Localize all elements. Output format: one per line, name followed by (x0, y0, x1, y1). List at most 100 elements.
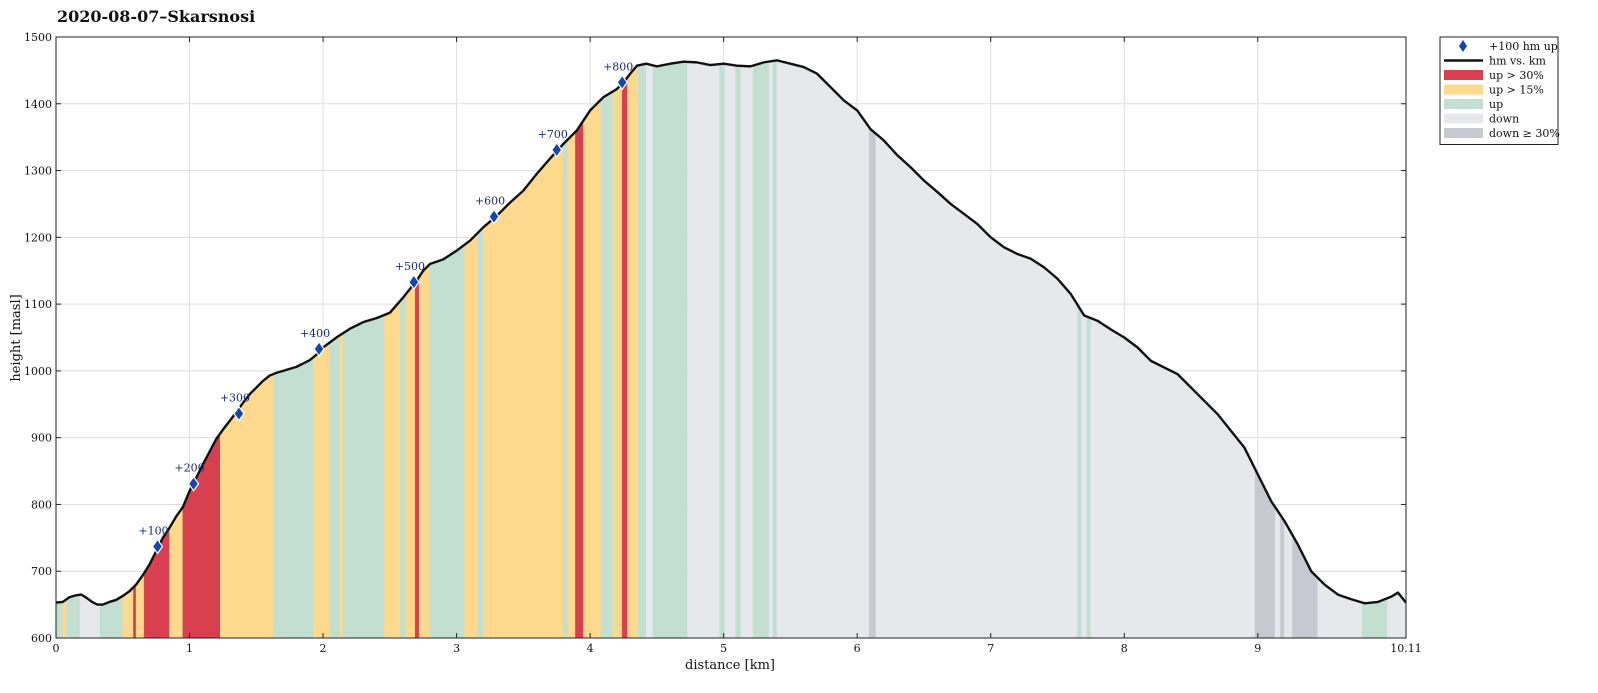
climb-marker (616, 74, 628, 91)
y-tick-label: 600 (31, 632, 52, 645)
climb-marker-label: +700 (538, 128, 568, 141)
segment-down (687, 61, 720, 639)
y-tick-label: 1500 (24, 31, 52, 44)
segment-down (1284, 520, 1293, 639)
x-axis-label: distance [km] (685, 658, 775, 673)
profile-line (55, 59, 1407, 606)
legend-label: up > 30% (1489, 69, 1544, 82)
legend-swatch-down-ge-30 (1444, 128, 1483, 138)
legend-label: down (1489, 113, 1519, 126)
segment-up (329, 334, 341, 639)
segment-up-gt-15 (384, 299, 401, 639)
segment-up (429, 244, 465, 639)
segment-up (477, 226, 484, 639)
x-tick-label: 8 (1121, 642, 1128, 655)
x-tick-label: 6 (854, 642, 861, 655)
legend-label: up > 15% (1489, 84, 1544, 97)
segment-up-gt-15 (418, 263, 431, 639)
segment-up (273, 356, 314, 639)
x-tick-label: 4 (587, 642, 594, 655)
climb-marker-label: +100 (138, 525, 168, 538)
segment-up-gt-15 (405, 281, 416, 639)
y-axis-label: height [masl] (9, 294, 24, 381)
legend-marker-icon (1459, 40, 1467, 52)
segment-up (719, 63, 726, 639)
segment-down-ge-30 (868, 126, 877, 639)
segment-up-gt-30 (575, 119, 584, 639)
climb-marker-label: +600 (475, 195, 505, 208)
legend-label: down ≥ 30% (1489, 127, 1560, 140)
climb-marker-label: +300 (220, 392, 250, 405)
y-tick-label: 1200 (24, 231, 52, 244)
segment-up-gt-15 (62, 598, 67, 639)
x-tick-label: 9 (1254, 642, 1261, 655)
segment-up-gt-30 (414, 275, 420, 639)
legend-swatch-up (1444, 99, 1483, 109)
segment-up-gt-15 (313, 342, 330, 639)
segment-down (768, 60, 774, 639)
segment-up (66, 594, 81, 639)
segment-up (752, 61, 770, 639)
segment-up (1086, 316, 1092, 639)
segment-up (342, 314, 385, 639)
y-tick-label: 700 (31, 565, 52, 578)
x-tick-label: 2 (320, 642, 327, 655)
segment-up-gt-15 (612, 83, 623, 639)
x-tick-label: 5 (720, 642, 727, 655)
segment-up-gt-15 (583, 99, 602, 639)
climb-marker-label: +800 (603, 60, 633, 73)
y-tick-label: 1400 (24, 98, 52, 111)
x-tick-label: 0 (53, 642, 60, 655)
segment-down (776, 60, 870, 639)
x-tick-label: 3 (453, 642, 460, 655)
legend-label: +100 hm up (1489, 40, 1558, 53)
segment-up (735, 65, 742, 639)
y-tick-label: 900 (31, 432, 52, 445)
segment-down (645, 63, 654, 639)
climb-marker (551, 141, 563, 158)
segment-up (400, 293, 407, 639)
segment-up (563, 139, 568, 639)
chart-title: 2020-08-07–Skarsnosi (57, 7, 255, 26)
y-tick-label: 1100 (24, 298, 52, 311)
legend-swatch-up-gt-15 (1444, 84, 1483, 95)
plot-area: +100+200+300+400+500+600+700+80060070080… (24, 31, 1422, 655)
legend-label: hm vs. km (1489, 55, 1547, 68)
segment-down-ge-30 (1280, 514, 1285, 639)
segment-up (1077, 303, 1082, 639)
climb-marker (233, 405, 245, 422)
segment-up-gt-30 (133, 583, 137, 639)
segment-up (772, 60, 778, 639)
axes-frame (55, 36, 1407, 639)
segment-up-gt-15 (464, 232, 479, 639)
segment-up (637, 63, 647, 639)
climb-marker-label: +500 (395, 260, 425, 273)
x-tick-label: 7 (987, 642, 994, 655)
x-tick-label: 1 (186, 642, 193, 655)
climb-marker (313, 340, 325, 357)
y-tick-label: 1000 (24, 365, 52, 378)
segment-up (652, 61, 688, 639)
segment-up (55, 601, 63, 639)
climb-marker (488, 208, 500, 225)
y-tick-label: 1300 (24, 165, 52, 178)
climb-marker (187, 475, 200, 492)
segment-up-gt-30 (621, 76, 628, 639)
segment-down (1274, 506, 1281, 639)
legend-label: up (1489, 98, 1503, 111)
segment-up-gt-15 (340, 332, 344, 639)
segment-down (724, 63, 736, 639)
climb-marker (408, 274, 420, 291)
legend-swatch-down (1444, 113, 1483, 124)
segment-down (1081, 310, 1088, 639)
segment-up-gt-15 (627, 65, 639, 639)
segment-up (600, 91, 614, 639)
y-tick-label: 800 (31, 498, 52, 511)
legend-swatch-up-gt-30 (1444, 70, 1483, 80)
segment-up-gt-15 (567, 131, 576, 639)
climb-marker-label: +200 (174, 462, 204, 475)
segment-down (740, 65, 754, 639)
climb-marker (151, 538, 164, 555)
